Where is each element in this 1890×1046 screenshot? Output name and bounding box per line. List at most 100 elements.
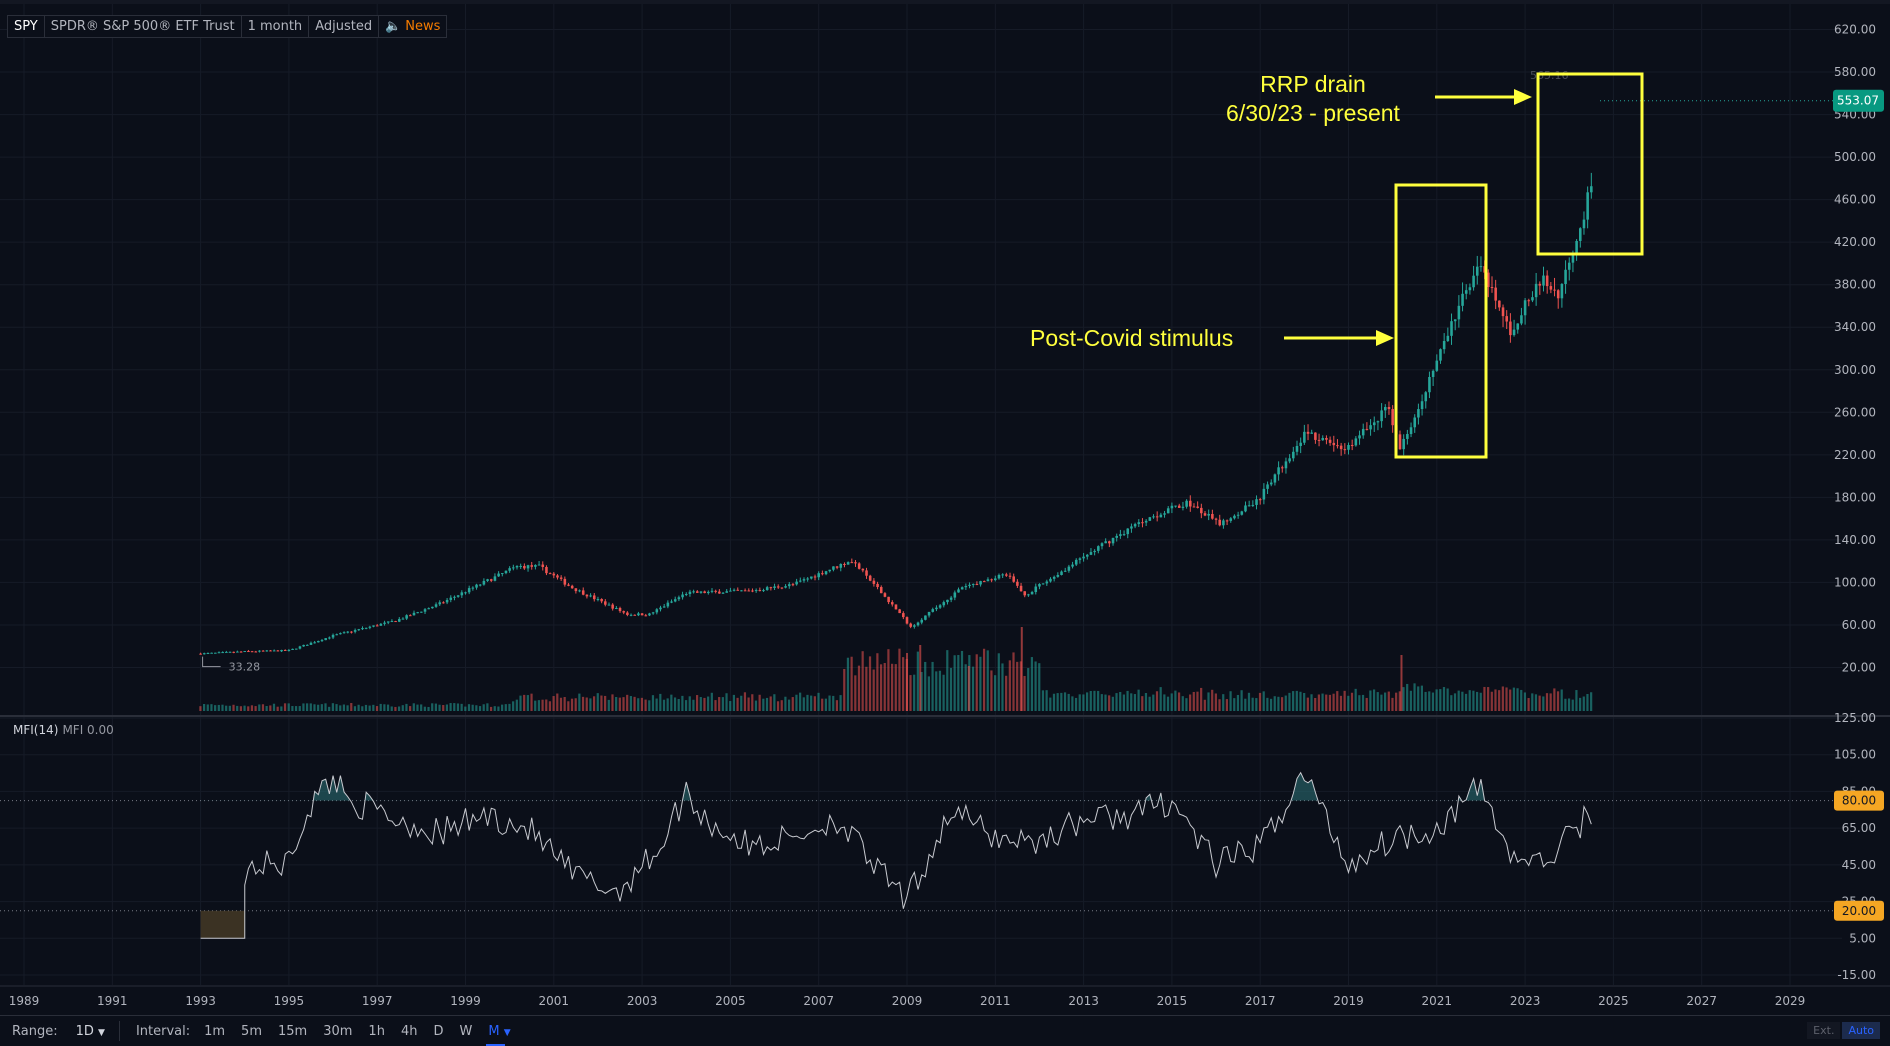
interval-30m[interactable]: 30m bbox=[323, 1023, 353, 1039]
volume-bar bbox=[320, 704, 323, 711]
ext-toggle[interactable]: Ext. bbox=[1807, 1022, 1841, 1039]
range-label: Range: bbox=[12, 1023, 58, 1039]
time-tick-label: 2003 bbox=[627, 994, 658, 1008]
volume-bar bbox=[828, 695, 831, 711]
volume-spike bbox=[1020, 627, 1023, 711]
interval-d[interactable]: D bbox=[433, 1023, 444, 1039]
candle-body bbox=[346, 631, 350, 633]
rrp-arrow-head bbox=[1514, 89, 1532, 105]
volume-bar bbox=[659, 693, 662, 711]
volume-bar bbox=[747, 697, 750, 711]
interval-m[interactable]: M ▼ bbox=[480, 1024, 518, 1046]
volume-bar bbox=[1545, 693, 1549, 711]
interval-w[interactable]: W bbox=[459, 1023, 473, 1039]
mfi-warmup-area bbox=[200, 910, 245, 939]
interval-5m[interactable]: 5m bbox=[241, 1023, 262, 1039]
candle-body bbox=[478, 584, 482, 586]
candle-body bbox=[979, 581, 982, 585]
candle-body bbox=[214, 652, 217, 654]
legend-adjustment[interactable]: Adjusted bbox=[309, 16, 380, 37]
volume-bar bbox=[946, 650, 949, 711]
volume-bar bbox=[1159, 687, 1162, 711]
volume-bar bbox=[342, 704, 346, 711]
volume-bar bbox=[405, 703, 408, 711]
volume-bar bbox=[545, 699, 548, 711]
volume-bar bbox=[438, 704, 441, 711]
candle-body bbox=[1126, 528, 1130, 535]
volume-bar bbox=[817, 692, 820, 711]
volume-bar bbox=[600, 695, 603, 711]
candle-body bbox=[909, 623, 912, 627]
volume-bar bbox=[1475, 691, 1479, 711]
volume-bar bbox=[994, 675, 997, 711]
volume-bar bbox=[1442, 687, 1446, 711]
volume-bar bbox=[714, 700, 717, 711]
volume-bar bbox=[754, 700, 758, 711]
mfi-line bbox=[200, 771, 1592, 939]
volume-bar bbox=[1244, 698, 1247, 711]
volume-bar bbox=[953, 655, 956, 711]
volume-bar bbox=[1464, 693, 1468, 711]
volume-bar bbox=[990, 670, 993, 711]
volume-bar bbox=[1534, 694, 1538, 711]
mfi-band-label: 20.00 bbox=[1842, 904, 1876, 918]
candle-body bbox=[1442, 341, 1446, 350]
volume-bar bbox=[442, 705, 445, 711]
volume-bar bbox=[1181, 696, 1184, 711]
volume-bar bbox=[1501, 686, 1504, 711]
candle-body bbox=[1218, 519, 1222, 526]
legend-interval[interactable]: 1 month bbox=[242, 16, 310, 37]
interval-1m[interactable]: 1m bbox=[204, 1023, 226, 1039]
candle-body bbox=[423, 609, 427, 612]
legend-symbol[interactable]: SPY bbox=[8, 16, 45, 37]
candle-body bbox=[272, 650, 276, 652]
volume-bar bbox=[1126, 690, 1129, 711]
interval-1h[interactable]: 1h bbox=[368, 1023, 385, 1039]
toolbar-divider bbox=[118, 1021, 120, 1041]
volume-bar bbox=[688, 696, 691, 711]
interval-15m[interactable]: 15m bbox=[277, 1023, 308, 1039]
candle-body bbox=[729, 590, 732, 592]
auto-scale-toggle[interactable]: Auto bbox=[1842, 1022, 1880, 1039]
candle-body bbox=[604, 601, 607, 605]
candle-body bbox=[1038, 583, 1041, 587]
volume-bar bbox=[298, 706, 301, 711]
candle-body bbox=[589, 595, 592, 597]
covid-arrow-head bbox=[1376, 330, 1394, 346]
time-tick-label: 2019 bbox=[1333, 994, 1364, 1008]
candle-body bbox=[787, 584, 791, 587]
candle-body bbox=[331, 634, 335, 638]
volume-spike bbox=[1400, 655, 1403, 711]
volume-bar bbox=[1078, 694, 1081, 711]
mfi-tick-label: 5.00 bbox=[1849, 931, 1876, 945]
candle-body bbox=[1045, 581, 1049, 584]
volume-bar bbox=[236, 705, 239, 711]
volume-bar bbox=[508, 703, 511, 711]
range-dropdown[interactable]: 1D ▼ bbox=[76, 1024, 105, 1039]
candle-body bbox=[313, 642, 316, 644]
candle-body bbox=[718, 591, 721, 594]
volume-bar bbox=[902, 657, 905, 711]
candle-body bbox=[1074, 559, 1078, 565]
volume-bar bbox=[401, 705, 404, 711]
volume-bar bbox=[802, 697, 805, 711]
volume-bar bbox=[394, 706, 397, 711]
candle-body bbox=[1174, 505, 1177, 507]
candle-body bbox=[611, 604, 614, 609]
candle-body bbox=[1097, 546, 1100, 551]
candle-body bbox=[217, 652, 221, 654]
volume-bar bbox=[202, 703, 206, 711]
volume-bar bbox=[1023, 675, 1026, 711]
price-tick-label: 340.00 bbox=[1834, 320, 1876, 334]
interval-4h[interactable]: 4h bbox=[400, 1023, 418, 1039]
candle-body bbox=[1384, 407, 1387, 411]
candle-body bbox=[1578, 228, 1582, 241]
mfi-tick-label: 45.00 bbox=[1842, 858, 1876, 872]
candle-body bbox=[379, 623, 383, 626]
volume-bar bbox=[1516, 688, 1519, 711]
legend-news[interactable]: 🔈 News bbox=[379, 16, 446, 37]
volume-bar bbox=[670, 694, 673, 711]
volume-bar bbox=[872, 669, 875, 711]
candle-body bbox=[375, 625, 379, 627]
